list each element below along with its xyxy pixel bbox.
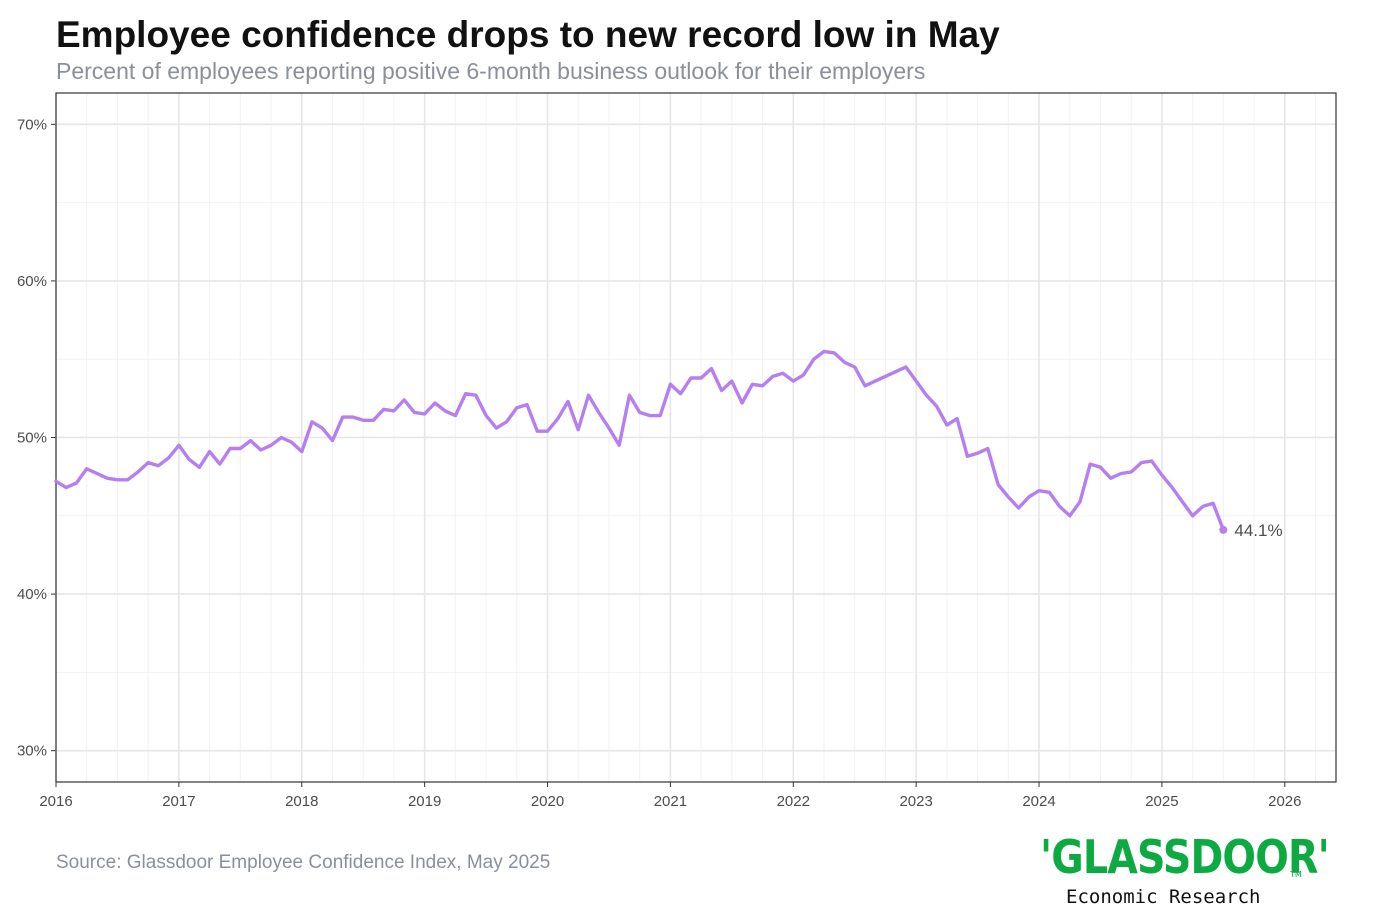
x-tick-label: 2022 xyxy=(777,793,810,810)
plot-border xyxy=(55,92,1337,783)
last-point-marker xyxy=(1219,525,1228,534)
x-tick-label: 2024 xyxy=(1022,793,1055,810)
y-tick-label: 70% xyxy=(17,116,47,133)
y-tick-label: 50% xyxy=(17,430,47,447)
x-tick-label: 2021 xyxy=(654,793,687,810)
trademark-mark: TM xyxy=(1290,870,1302,879)
x-tick-label: 2017 xyxy=(162,793,195,810)
x-tick-label: 2026 xyxy=(1268,793,1301,810)
x-tick-label: 2020 xyxy=(531,793,564,810)
y-tick-label: 40% xyxy=(17,586,47,603)
logo-subtitle: Economic Research xyxy=(1066,886,1261,908)
chart-title: Employee confidence drops to new record … xyxy=(56,14,1000,55)
y-tick-label: 30% xyxy=(17,743,47,760)
x-tick-label: 2016 xyxy=(39,793,72,810)
x-tick-label: 2025 xyxy=(1145,793,1178,810)
chart-subtitle: Percent of employees reporting positive … xyxy=(56,58,926,84)
last-point-label: 44.1% xyxy=(1234,521,1282,540)
x-tick-label: 2023 xyxy=(899,793,932,810)
glassdoor-wordmark: 'GLASSDOOR' xyxy=(1040,830,1330,884)
y-tick-label: 60% xyxy=(17,273,47,290)
x-tick-label: 2019 xyxy=(408,793,441,810)
source-note: Source: Glassdoor Employee Confidence In… xyxy=(56,852,551,873)
series-line xyxy=(54,349,1226,532)
x-tick-label: 2018 xyxy=(285,793,318,810)
glassdoor-logo: 'GLASSDOOR' TM Economic Research xyxy=(1040,830,1330,910)
